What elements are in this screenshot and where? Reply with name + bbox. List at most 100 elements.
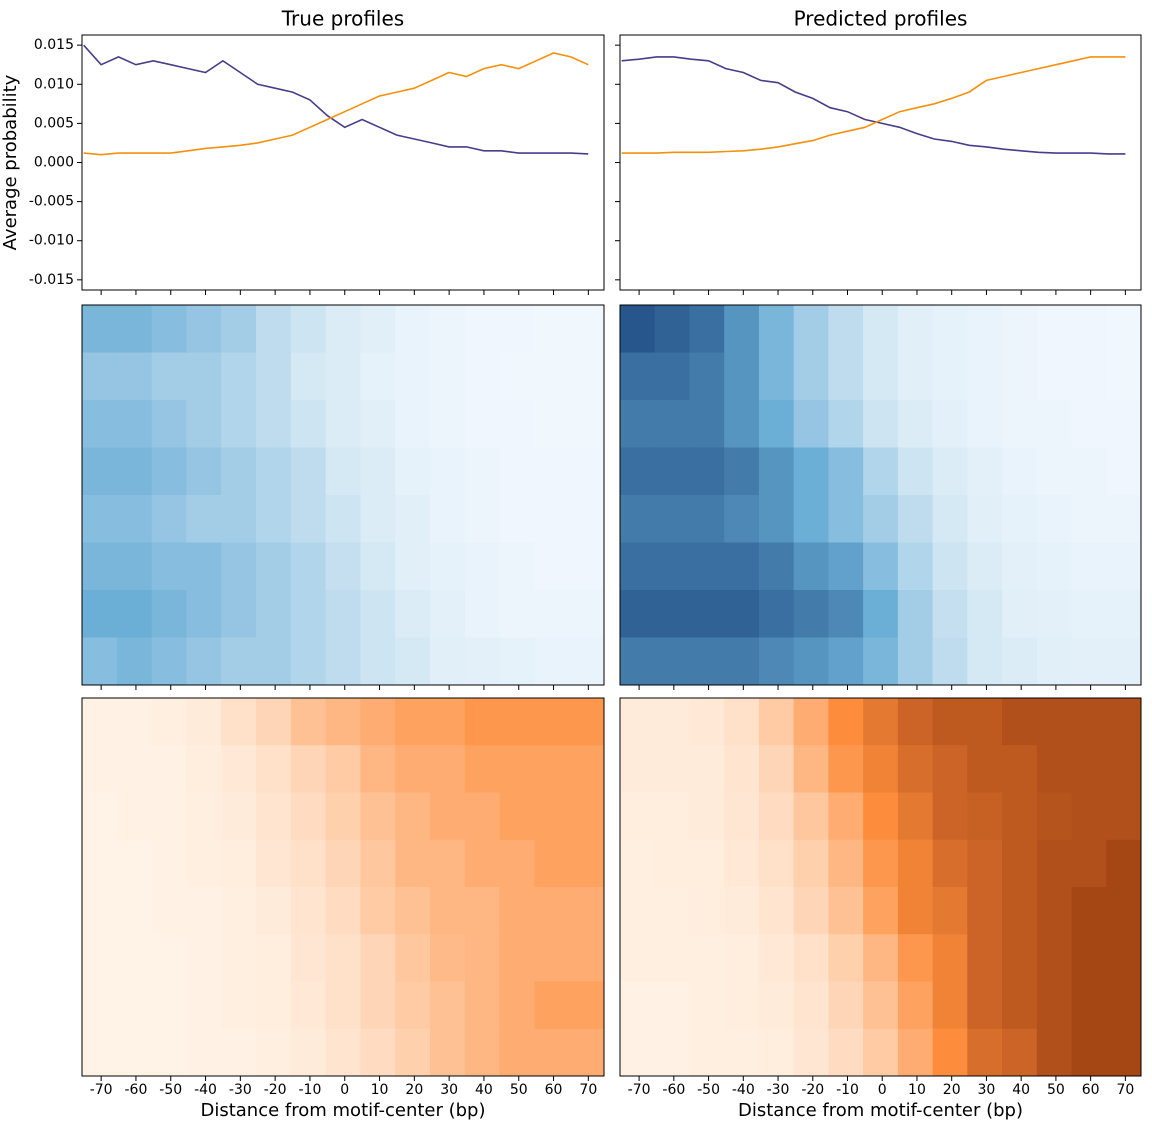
- heatmap-cell: [430, 745, 466, 793]
- profile-line: [621, 56, 1126, 154]
- heatmap-cell: [724, 698, 760, 746]
- heatmap-cell: [464, 400, 501, 448]
- heatmap-cell: [569, 981, 604, 1030]
- heatmap-cell: [82, 637, 118, 685]
- heatmap-cell: [430, 887, 466, 935]
- heatmap-cell: [863, 887, 899, 935]
- panel-frame: [619, 304, 1142, 686]
- profile-line: [621, 56, 1126, 155]
- heatmap-cell: [1071, 745, 1107, 793]
- heatmap-cell: [1106, 400, 1141, 448]
- x-tick-label: 40: [475, 1082, 493, 1098]
- heatmap-cell: [1106, 792, 1141, 841]
- heatmap-cell: [534, 839, 570, 888]
- plot-area: [620, 305, 1141, 685]
- heatmap-cell: [620, 305, 656, 353]
- heatmap-cell: [325, 352, 361, 401]
- heatmap-cell: [221, 887, 257, 935]
- heatmap-cell: [1071, 447, 1107, 496]
- heatmap-cell: [932, 1028, 968, 1076]
- x-tick-label: -10: [836, 1082, 859, 1098]
- heatmap-cell: [290, 887, 327, 935]
- heatmap-cell: [569, 934, 604, 982]
- heatmap-cell: [499, 352, 535, 401]
- heatmap-cell: [689, 352, 725, 401]
- heatmap-cell: [1106, 637, 1141, 685]
- heatmap-cell: [430, 400, 466, 448]
- heatmap-cell: [967, 745, 1003, 793]
- heatmap-cell: [569, 1028, 604, 1076]
- heatmap-cell: [430, 542, 466, 591]
- heatmap-cell: [793, 745, 829, 793]
- heatmap-cell: [1071, 934, 1107, 982]
- heatmap-cell: [793, 981, 829, 1030]
- heatmap-cell: [758, 447, 795, 496]
- heatmap-cell: [464, 495, 501, 543]
- heatmap-cell: [967, 981, 1003, 1030]
- heatmap-cell: [897, 934, 934, 982]
- heatmap-cell: [395, 934, 431, 982]
- heatmap-cell: [793, 305, 829, 353]
- heatmap-cell: [620, 981, 656, 1030]
- heatmap-cell: [82, 745, 118, 793]
- heatmap-cell: [186, 981, 222, 1030]
- x-tick-label: 0: [878, 1082, 887, 1098]
- heatmap-cell: [967, 887, 1003, 935]
- heatmap-cell: [395, 698, 431, 746]
- heatmap-cell: [395, 495, 431, 543]
- heatmap-cell: [967, 637, 1003, 685]
- heatmap-cell: [1002, 400, 1038, 448]
- heatmap-cell: [290, 698, 327, 746]
- heatmap-cell: [186, 887, 222, 935]
- heatmap-cell: [499, 745, 535, 793]
- heatmap-cell: [256, 637, 292, 685]
- profile-line: [83, 44, 589, 155]
- heatmap-cell: [932, 934, 968, 982]
- heatmap-cell: [793, 590, 829, 638]
- x-tick-label: 0: [340, 1082, 349, 1098]
- heatmap-cell: [932, 495, 968, 543]
- x-tick-label: 70: [579, 1082, 597, 1098]
- heatmap-cell: [967, 934, 1003, 982]
- heatmap-cell: [897, 400, 934, 448]
- heatmap-cell: [82, 400, 118, 448]
- heatmap-cell: [534, 981, 570, 1030]
- heatmap-cell: [360, 542, 396, 591]
- heatmap-cell: [1036, 934, 1073, 982]
- heatmap-cell: [620, 447, 656, 496]
- x-tick-label: 40: [1012, 1082, 1030, 1098]
- heatmap-cell: [360, 495, 396, 543]
- heatmap-cell: [395, 400, 431, 448]
- heatmap-cell: [116, 400, 153, 448]
- heatmap-cell: [1036, 590, 1073, 638]
- heatmap-cell: [689, 305, 725, 353]
- heatmap-cell: [689, 934, 725, 982]
- heatmap-cell: [863, 745, 899, 793]
- heatmap-cell: [325, 447, 361, 496]
- heatmap-cell: [360, 590, 396, 638]
- heatmap-cell: [186, 352, 222, 401]
- heatmap-cell: [967, 698, 1003, 746]
- panel-title: Predicted profiles: [794, 7, 968, 31]
- heatmap-cell: [116, 698, 153, 746]
- profile-line: [83, 52, 589, 156]
- heatmap-cell: [499, 1028, 535, 1076]
- heatmap-cell: [82, 305, 118, 353]
- heatmap-cell: [186, 590, 222, 638]
- heatmap-cell: [186, 839, 222, 888]
- heatmap-cell: [499, 839, 535, 888]
- heatmap-cell: [967, 447, 1003, 496]
- heatmap-cell: [758, 934, 795, 982]
- x-tick-label: 50: [1047, 1082, 1065, 1098]
- heatmap-cell: [654, 495, 690, 543]
- heatmap-cell: [724, 495, 760, 543]
- heatmap-cell: [430, 839, 466, 888]
- heatmap-cell: [290, 542, 327, 591]
- heatmap-cell: [1071, 590, 1107, 638]
- heatmap-cell: [1002, 305, 1038, 353]
- heatmap-cell: [932, 400, 968, 448]
- heatmap-cell: [1071, 542, 1107, 591]
- heatmap-cell: [221, 792, 257, 841]
- heatmap-cell: [569, 839, 604, 888]
- heatmap-cell: [620, 400, 656, 448]
